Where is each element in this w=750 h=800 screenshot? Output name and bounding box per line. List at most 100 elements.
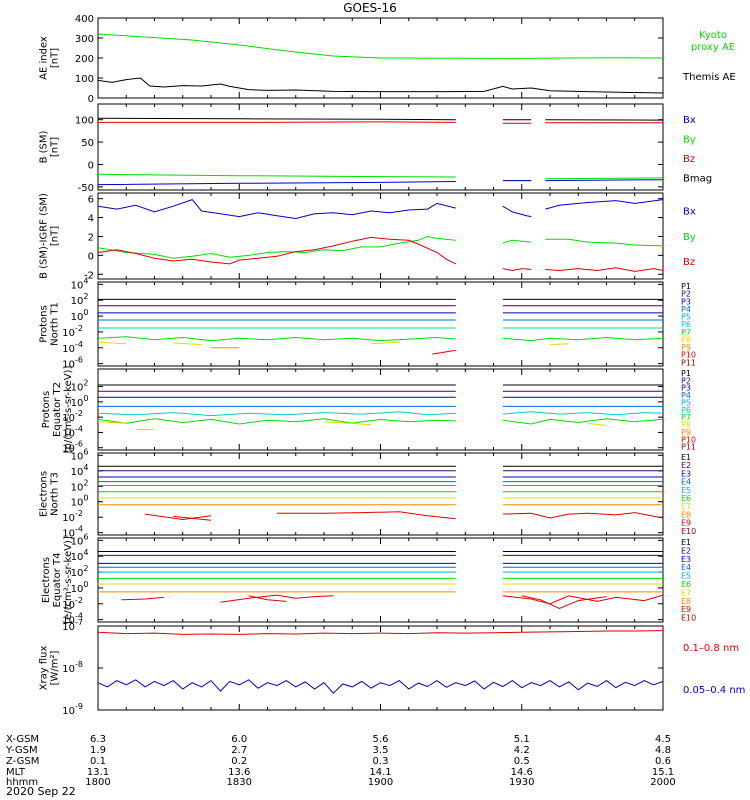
panel-frame <box>97 537 664 623</box>
legend-entry: P10 <box>681 435 696 444</box>
legend-entry: E8 <box>681 510 691 519</box>
y-tick-label: -2 <box>84 270 94 281</box>
y-tick-exponent: -6 <box>75 440 83 449</box>
series-line-bx <box>545 179 664 182</box>
axis-value: 0.1 <box>90 756 106 767</box>
y-axis-label: AE index <box>39 36 50 80</box>
axis-row-label: MLT <box>6 767 26 778</box>
y-tick-label: 10-8 <box>62 660 83 675</box>
legend-entry: P11 <box>681 443 696 452</box>
series-line-p8 <box>587 422 607 426</box>
series-line-by <box>545 238 664 247</box>
axis-value: 2.7 <box>231 745 247 756</box>
y-tick-exponent: 0 <box>83 494 88 503</box>
axis-value: 0.5 <box>514 756 530 767</box>
axis-row-label: X-GSM <box>6 734 39 745</box>
y-tick-label: 104 <box>71 463 89 478</box>
y-tick-label: 10-2 <box>62 324 83 339</box>
series-line-bz <box>98 121 456 123</box>
legend-entry: P7 <box>681 328 691 337</box>
legend-entry: P8 <box>681 421 691 430</box>
axis-value: 3.5 <box>373 745 389 756</box>
y-axis-label: Protons <box>41 391 52 428</box>
y-tick-exponent: 2 <box>83 292 88 301</box>
series-line-p7 <box>502 336 664 342</box>
y-tick-label: 104 <box>71 276 89 291</box>
y-tick-label: 10-9 <box>62 702 83 717</box>
legend-entry: E10 <box>681 614 696 623</box>
legend-entry: E9 <box>681 519 691 528</box>
y-tick-label: 50 <box>81 138 94 149</box>
legend-entry: P5 <box>681 313 691 322</box>
axis-value: 14.6 <box>511 767 533 778</box>
y-tick-exponent: 4 <box>83 463 88 472</box>
y-tick-label: 0 <box>88 251 94 262</box>
legend-entry: E4 <box>681 478 691 487</box>
legend-entry: E4 <box>681 563 691 572</box>
y-tick-label: 100 <box>71 494 89 509</box>
legend-entry: E1 <box>681 538 691 547</box>
y-axis-label: B (SM)-IGRF (SM) <box>39 193 50 279</box>
legend-entry: proxy AE <box>691 42 735 53</box>
series-line-kyoto-proxy-ae <box>97 33 664 59</box>
legend-entry: P6 <box>681 320 691 329</box>
axis-value: 5.1 <box>514 734 530 745</box>
series-line-bmag <box>97 117 456 121</box>
panel-frame <box>97 281 664 367</box>
legend-entry: E5 <box>681 572 691 581</box>
y-tick-exponent: -2 <box>75 324 83 333</box>
y-axis-label: North T3 <box>50 472 61 516</box>
axis-value: 0.6 <box>655 756 671 767</box>
plot-title: GOES-16 <box>343 1 397 15</box>
legend-entry: P2 <box>681 376 691 385</box>
legend-entry: E1 <box>681 453 691 462</box>
y-tick-exponent: -2 <box>75 409 83 418</box>
legend-entry: E6 <box>681 494 691 503</box>
axis-value: 13.6 <box>228 767 250 778</box>
series-line-bz <box>502 268 532 272</box>
axis-row-label: hhmm <box>6 777 38 788</box>
y-tick-label: 2 <box>88 232 94 243</box>
series-line-p8 <box>371 341 400 345</box>
y-tick-label: 400 <box>75 14 94 25</box>
y-tick-exponent: 2 <box>83 379 88 388</box>
axis-value: 15.1 <box>652 767 674 778</box>
series-line-bz <box>97 236 457 265</box>
y-tick-label: 4 <box>88 214 94 225</box>
y-axis-label: Equator T4 <box>52 553 63 608</box>
legend-entry: P9 <box>681 428 691 437</box>
y-axis-label: Protons <box>39 305 50 342</box>
series-line-e9 <box>502 594 664 605</box>
axis-value: 4.8 <box>655 745 671 756</box>
series-line-p6 <box>502 411 664 416</box>
legend-entry: E10 <box>681 527 696 536</box>
series-line-themis-ae <box>97 77 664 94</box>
series-line-bx <box>545 199 664 210</box>
y-tick-label: 102 <box>71 292 89 307</box>
y-tick-exponent: -6 <box>75 356 83 365</box>
y-tick-exponent: -2 <box>75 509 83 518</box>
legend-entry: 0.05–0.4 nm <box>683 685 745 696</box>
y-axis-label: [nT] <box>50 48 61 68</box>
y-axis-label: [W/m²] <box>50 650 61 685</box>
series-line-0-1-0-8-nm <box>97 630 664 635</box>
panel-bdiff: -2 0 2 4 6 B (SM)-IGRF (SM) [nT] Bx By Bz <box>39 192 696 281</box>
series-line-e9 <box>145 513 212 521</box>
series-line-e9 <box>502 512 664 519</box>
panel-frame <box>97 192 664 280</box>
axis-value: 0.2 <box>231 756 247 767</box>
legend-entry: Bz <box>683 154 695 165</box>
series-line-p8 <box>173 342 202 346</box>
series-line-by <box>502 239 532 244</box>
panel-bsm: -50 0 50 100 B (SM) [nT] Bx By Bz Bmag <box>39 103 712 194</box>
legend-entry: E2 <box>681 546 691 555</box>
panel-frame <box>97 368 664 451</box>
y-tick-label: 100 <box>75 116 94 127</box>
y-tick-exponent: -8 <box>75 660 83 669</box>
legend-entry: P5 <box>681 398 691 407</box>
